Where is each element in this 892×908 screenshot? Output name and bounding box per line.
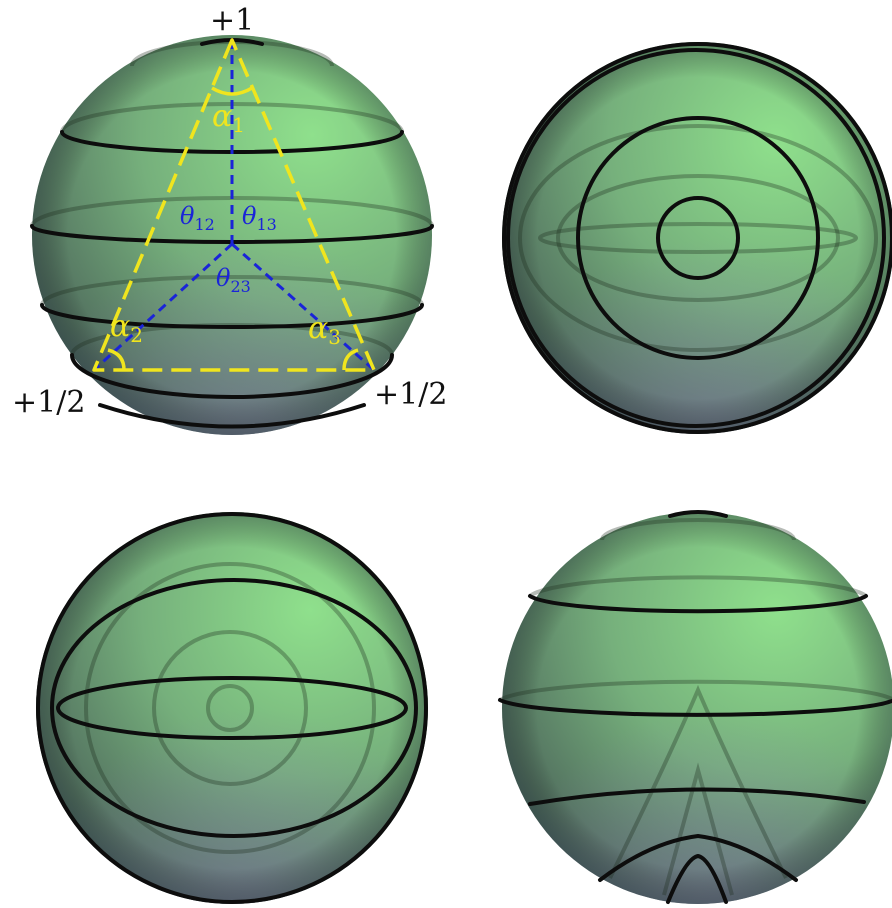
angle-alpha3-label: α3 bbox=[308, 311, 341, 349]
arc-theta12-label: θ12 bbox=[180, 202, 215, 234]
angle-alpha2-label: α2 bbox=[110, 309, 143, 347]
sphere-top-right bbox=[502, 42, 892, 434]
geodesic-lines bbox=[92, 40, 375, 372]
angle-arc-3 bbox=[342, 348, 359, 371]
arc-theta23-label: θ23 bbox=[216, 264, 251, 296]
spherical-triangle bbox=[92, 38, 376, 372]
angle-arc-2 bbox=[107, 348, 126, 371]
sphere-top-left: +1 +1/2 +1/2 α1 α2 α3 θ12 θ13 θ23 bbox=[12, 3, 447, 435]
sphere-bottom-left bbox=[36, 512, 428, 904]
arc-theta13-label: θ13 bbox=[242, 202, 277, 234]
angle-arc-1 bbox=[211, 86, 253, 96]
angle-alpha1-label: α1 bbox=[212, 99, 245, 137]
left-vertex-label: +1/2 bbox=[12, 385, 85, 420]
top-vertex-label: +1 bbox=[210, 3, 254, 38]
sphere-bottom-right bbox=[498, 510, 892, 904]
right-vertex-label: +1/2 bbox=[374, 377, 447, 412]
